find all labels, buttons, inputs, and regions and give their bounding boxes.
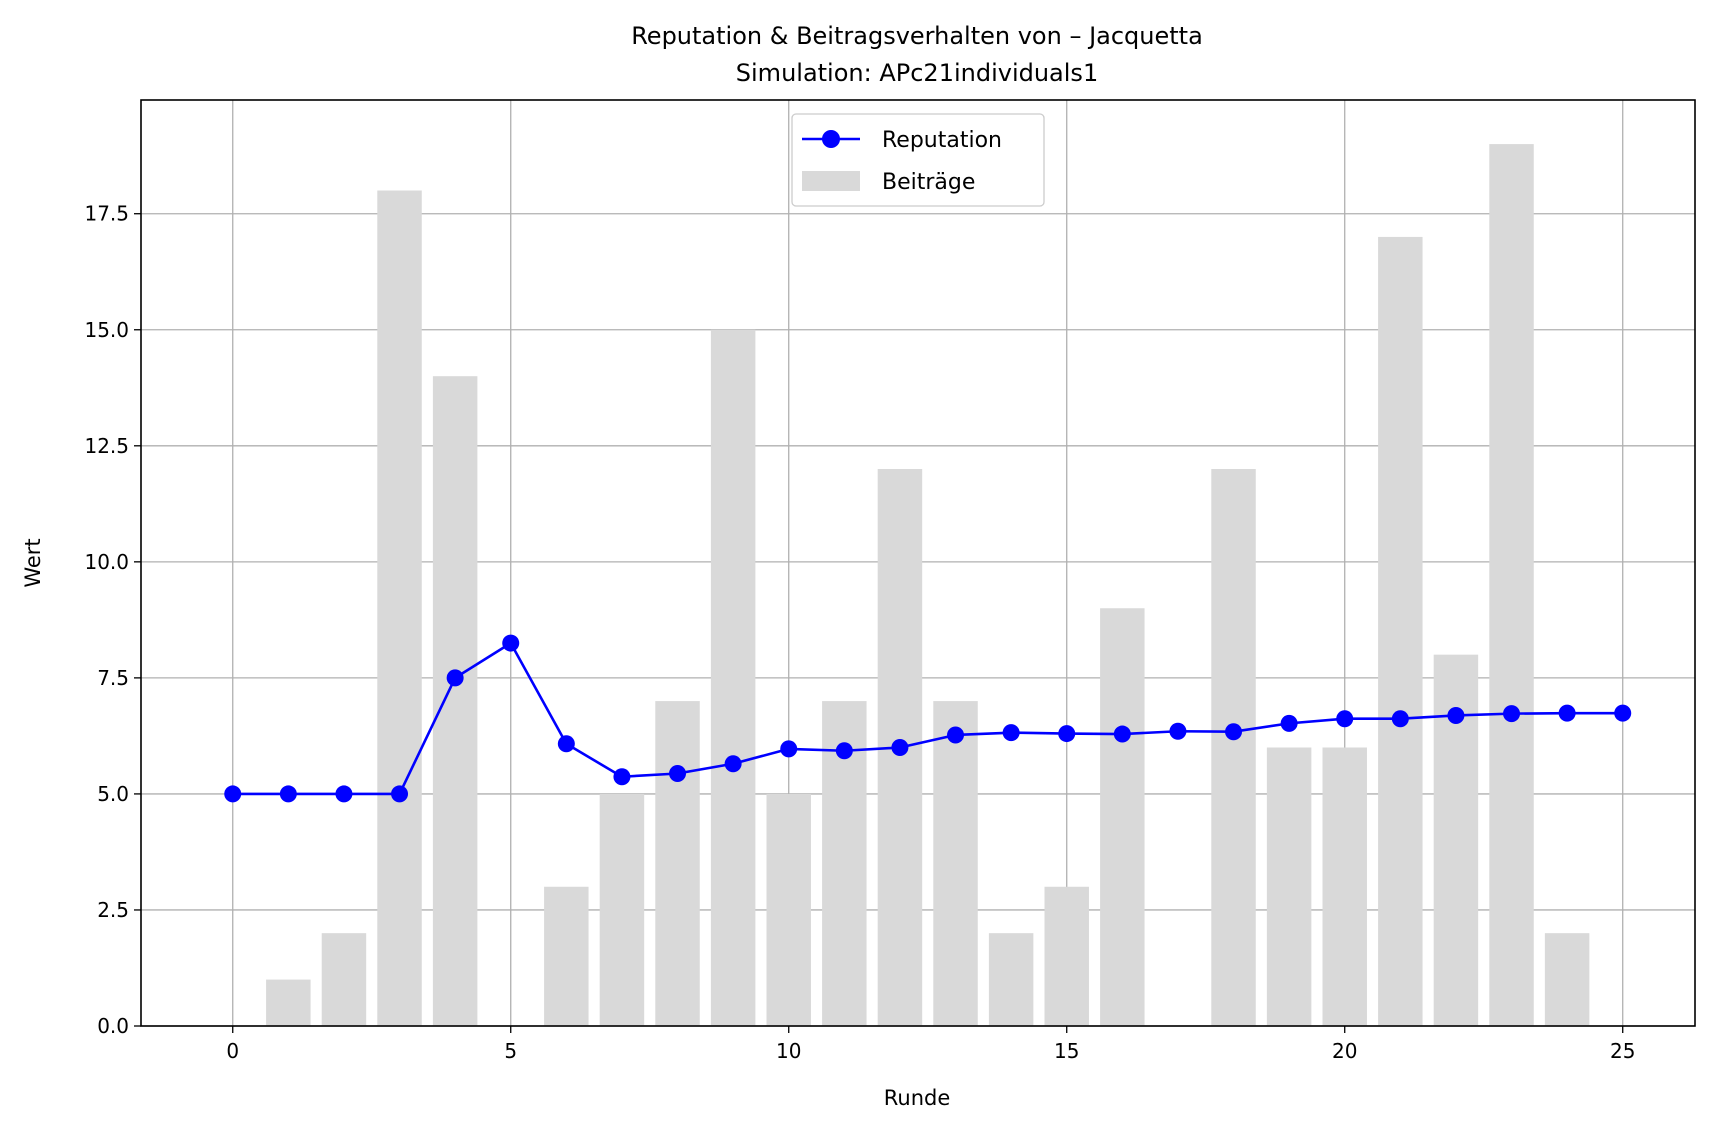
bar-series-beitraege — [266, 144, 1590, 1027]
reputation-point-round-11 — [835, 742, 853, 760]
x-tick-label: 20 — [1332, 1039, 1357, 1063]
y-tick-label: 7.5 — [97, 666, 129, 690]
y-axis-ticks: 0.0 2.5 5.0 7.5 10.0 12.5 15.0 17.5 — [84, 202, 141, 1038]
x-tick-label: 15 — [1054, 1039, 1079, 1063]
reputation-point-round-10 — [780, 740, 798, 758]
legend: Reputation Beiträge — [791, 113, 1045, 207]
bar-beitraege-round-6 — [544, 886, 589, 1026]
bar-beitraege-round-20 — [1322, 747, 1367, 1026]
reputation-point-round-23 — [1503, 705, 1521, 723]
bar-beitraege-round-10 — [766, 793, 811, 1026]
reputation-point-round-7 — [613, 768, 631, 786]
x-tick-label: 10 — [776, 1039, 801, 1063]
reputation-point-round-25 — [1614, 704, 1632, 722]
y-tick-label: 17.5 — [84, 202, 129, 226]
reputation-point-round-15 — [1058, 725, 1076, 743]
reputation-point-round-18 — [1225, 723, 1243, 741]
bar-beitraege-round-23 — [1489, 144, 1534, 1027]
bar-beitraege-round-15 — [1044, 886, 1089, 1026]
bar-beitraege-round-13 — [933, 701, 978, 1026]
reputation-point-round-5 — [502, 634, 520, 652]
reputation-point-round-13 — [947, 726, 965, 744]
bar-beitraege-round-8 — [655, 701, 700, 1026]
y-tick-label: 5.0 — [97, 782, 129, 806]
chart-title: Reputation & Beitragsverhalten von – Jac… — [631, 22, 1203, 50]
y-axis-label: Wert — [21, 538, 45, 587]
y-tick-label: 12.5 — [84, 434, 129, 458]
bar-beitraege-round-16 — [1100, 608, 1145, 1026]
reputation-point-round-22 — [1447, 706, 1465, 724]
bar-beitraege-round-24 — [1544, 933, 1590, 1026]
bar-beitraege-round-21 — [1378, 236, 1423, 1027]
x-tick-label: 25 — [1610, 1039, 1635, 1063]
x-axis-label: Runde — [884, 1086, 951, 1110]
reputation-point-round-3 — [391, 785, 409, 803]
reputation-point-round-16 — [1113, 725, 1131, 743]
x-tick-label: 0 — [226, 1039, 239, 1063]
y-tick-label: 0.0 — [97, 1014, 129, 1038]
legend-beitraege-swatch — [802, 171, 860, 191]
bar-beitraege-round-9 — [710, 329, 756, 1026]
bar-beitraege-round-7 — [599, 793, 645, 1026]
bar-beitraege-round-4 — [432, 376, 478, 1027]
x-axis-ticks: 0 5 10 15 20 25 — [226, 1026, 1635, 1063]
y-tick-label: 15.0 — [84, 318, 129, 342]
reputation-point-round-17 — [1169, 722, 1187, 740]
legend-beitraege-label: Beiträge — [882, 170, 975, 195]
bar-beitraege-round-19 — [1266, 747, 1312, 1026]
plot-area-frame — [140, 99, 1696, 1027]
bar-beitraege-round-1 — [266, 979, 311, 1026]
reputation-point-round-4 — [446, 669, 464, 687]
reputation-point-round-14 — [1002, 724, 1020, 742]
reputation-point-round-6 — [557, 735, 575, 753]
chart-subtitle: Simulation: APc21individuals1 — [736, 59, 1098, 87]
reputation-point-round-0 — [224, 785, 242, 803]
reputation-point-round-20 — [1336, 710, 1354, 728]
bar-beitraege-round-18 — [1211, 469, 1256, 1026]
legend-reputation-marker — [822, 130, 840, 148]
y-tick-label: 10.0 — [84, 550, 129, 574]
y-tick-label: 2.5 — [97, 898, 129, 922]
bar-beitraege-round-3 — [377, 190, 422, 1026]
x-tick-label: 5 — [504, 1039, 517, 1063]
reputation-point-round-19 — [1280, 714, 1298, 732]
reputation-point-round-8 — [669, 764, 687, 782]
bar-beitraege-round-2 — [321, 933, 367, 1026]
reputation-point-round-21 — [1391, 710, 1409, 728]
reputation-point-round-2 — [335, 785, 353, 803]
bar-beitraege-round-14 — [988, 933, 1034, 1026]
legend-reputation-label: Reputation — [882, 128, 1002, 153]
reputation-point-round-1 — [279, 785, 297, 803]
reputation-line — [232, 641, 1623, 796]
reputation-point-round-12 — [891, 739, 909, 757]
reputation-point-round-9 — [724, 755, 742, 773]
line-series-reputation — [224, 634, 1632, 803]
reputation-point-round-24 — [1558, 704, 1576, 722]
